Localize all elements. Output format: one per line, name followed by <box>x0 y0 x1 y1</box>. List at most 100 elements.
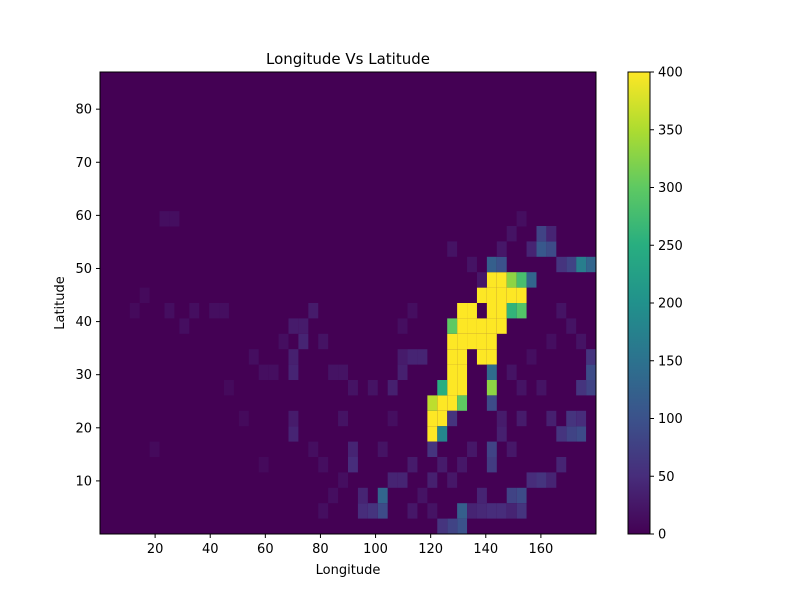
heatmap-cell <box>496 410 507 427</box>
heatmap-cell <box>476 349 487 365</box>
y-tick-label: 80 <box>75 103 92 118</box>
heatmap-cell <box>486 349 497 365</box>
heatmap-cell <box>159 211 170 227</box>
heatmap-cell <box>427 441 438 457</box>
heatmap-cell <box>457 364 468 380</box>
heatmap-cell <box>526 349 537 365</box>
x-axis-label: Longitude <box>316 563 381 578</box>
heatmap-cell <box>486 380 497 396</box>
heatmap-cell <box>566 256 577 273</box>
heatmap-cell <box>506 287 517 303</box>
y-axis: 10 20 30 40 50 60 70 80 <box>75 103 100 489</box>
y-tick-label: 20 <box>75 421 92 436</box>
heatmap-cell <box>298 318 309 334</box>
heatmap-cell <box>238 410 249 427</box>
heatmap-cell <box>348 380 358 396</box>
heatmap-cell <box>407 303 418 319</box>
x-axis: 20 40 60 80 100 120 140 160 <box>147 534 553 557</box>
heatmap-cell <box>457 318 468 334</box>
heatmap-cell <box>189 303 200 319</box>
heatmap-cell <box>427 395 438 411</box>
heatmap-cell <box>576 426 587 442</box>
heatmap-cell <box>566 426 577 442</box>
heatmap-cell <box>506 364 517 380</box>
heatmap-cell <box>447 241 458 257</box>
heatmap-cell <box>387 472 398 488</box>
heatmap-cell <box>328 487 339 504</box>
heatmap-cell <box>536 380 547 396</box>
colorbar-tick-label: 100 <box>658 412 683 427</box>
heatmap-cell <box>387 380 398 396</box>
heatmap-cell <box>318 503 329 519</box>
heatmap-cell <box>397 364 408 380</box>
heatmap-cell <box>407 503 418 519</box>
heatmap-cell <box>476 503 487 519</box>
heatmap-cell <box>457 333 468 350</box>
colorbar-ticks: 0 50 100 150 200 250 300 350 400 <box>650 66 683 543</box>
heatmap-cell <box>476 333 487 350</box>
heatmap-cell <box>546 410 557 427</box>
heatmap-cell <box>516 380 527 396</box>
heatmap-cell <box>397 472 408 488</box>
y-axis-label: Latitude <box>53 276 68 330</box>
colorbar-tick-label: 300 <box>658 181 683 196</box>
heatmap-cell <box>288 410 299 427</box>
heatmap-cell <box>328 364 339 380</box>
heatmap-cell <box>437 518 448 534</box>
heatmap-cell <box>427 503 438 519</box>
heatmap-cell <box>437 410 448 427</box>
heatmap-cell <box>248 349 259 365</box>
heatmap-cell <box>467 318 477 334</box>
heatmap-cell <box>308 441 319 457</box>
heatmap-cell <box>546 226 557 242</box>
heatmap-cell <box>467 503 477 519</box>
heatmap-cell <box>357 487 368 504</box>
y-tick-label: 70 <box>75 156 92 171</box>
x-tick-label: 140 <box>473 542 498 557</box>
heatmap-cell <box>496 272 507 288</box>
colorbar: 0 50 100 150 200 250 300 350 400 <box>627 66 683 543</box>
heatmap-cell <box>318 457 329 473</box>
heatmap-cell <box>164 303 175 319</box>
heatmap-cell <box>496 426 507 442</box>
heatmap-cell <box>129 303 140 319</box>
x-tick-label: 120 <box>418 542 443 557</box>
heatmap-cell <box>447 472 458 488</box>
heatmap-cell <box>447 518 458 534</box>
heatmap-cell <box>258 457 269 473</box>
heatmap-cell <box>536 472 547 488</box>
heatmap-cell <box>526 472 537 488</box>
heatmap-cell <box>348 457 358 473</box>
heatmap-cell <box>224 380 234 396</box>
heatmap-cell <box>486 364 497 380</box>
heatmap-cell <box>447 395 458 411</box>
heatmap-cell <box>338 472 348 488</box>
heatmap-cell <box>407 457 418 473</box>
heatmap-cell <box>586 364 596 380</box>
x-tick-label: 20 <box>147 542 164 557</box>
heatmap-cell <box>467 333 477 350</box>
heatmap-cell <box>417 349 428 365</box>
heatmap-cell <box>496 503 507 519</box>
heatmap-cell <box>506 226 517 242</box>
heatmap-cell <box>586 349 596 365</box>
heatmap-cell <box>486 303 497 319</box>
heatmap-cell <box>268 364 279 380</box>
heatmap-cell <box>516 487 527 504</box>
heatmap-cell <box>357 503 368 519</box>
y-tick-label: 60 <box>75 209 92 224</box>
y-tick-label: 10 <box>75 474 92 489</box>
heatmap-cell <box>288 318 299 334</box>
heatmap-cell <box>526 241 537 257</box>
heatmap-cell <box>546 472 557 488</box>
heatmap-cell <box>457 503 468 519</box>
heatmap-cell <box>486 287 497 303</box>
heatmap-cell <box>457 303 468 319</box>
heatmap-cell <box>139 287 150 303</box>
heatmap-cell <box>566 410 577 427</box>
heatmap-cell <box>496 303 507 319</box>
heatmap-cell <box>437 380 448 396</box>
heatmap-cell <box>447 349 458 365</box>
heatmap-cell <box>506 487 517 504</box>
